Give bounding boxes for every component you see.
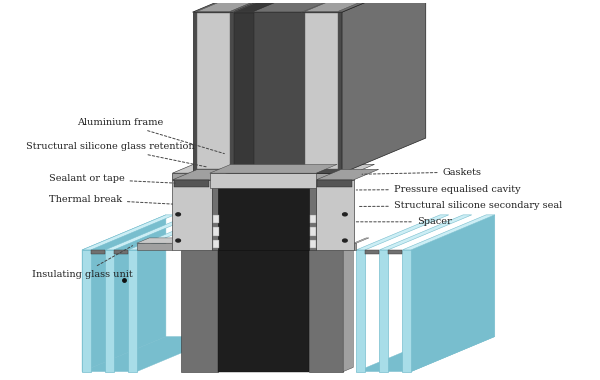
Polygon shape	[403, 250, 411, 372]
Circle shape	[176, 239, 181, 242]
Text: Pressure equalised cavity: Pressure equalised cavity	[356, 185, 520, 194]
Polygon shape	[91, 250, 105, 254]
Polygon shape	[379, 250, 388, 372]
Text: Sealant or tape: Sealant or tape	[49, 174, 175, 183]
Polygon shape	[309, 180, 316, 250]
Text: Spacer: Spacer	[356, 217, 452, 226]
Polygon shape	[309, 250, 343, 372]
Polygon shape	[82, 215, 175, 250]
Circle shape	[343, 239, 347, 242]
Polygon shape	[365, 250, 379, 254]
Polygon shape	[82, 215, 166, 372]
Polygon shape	[305, 0, 418, 11]
Polygon shape	[353, 243, 356, 250]
Polygon shape	[234, 13, 254, 169]
Text: Aluminium frame: Aluminium frame	[77, 118, 224, 154]
Polygon shape	[212, 180, 218, 250]
Polygon shape	[212, 215, 218, 223]
Polygon shape	[316, 180, 353, 250]
Polygon shape	[403, 215, 495, 250]
Polygon shape	[310, 215, 316, 223]
Text: Thermal break: Thermal break	[49, 195, 173, 204]
Text: Insulating glass unit: Insulating glass unit	[32, 245, 133, 279]
Polygon shape	[181, 250, 218, 372]
Polygon shape	[197, 0, 310, 11]
Polygon shape	[128, 215, 220, 250]
Polygon shape	[197, 13, 230, 169]
Polygon shape	[82, 337, 220, 372]
Polygon shape	[218, 246, 229, 372]
Polygon shape	[218, 250, 309, 372]
Polygon shape	[137, 238, 185, 243]
Text: Structural silicone glass retention: Structural silicone glass retention	[26, 142, 207, 167]
Polygon shape	[212, 228, 218, 236]
Polygon shape	[234, 0, 333, 11]
Circle shape	[176, 213, 181, 216]
Polygon shape	[356, 250, 365, 372]
Polygon shape	[82, 250, 91, 372]
Polygon shape	[193, 0, 426, 12]
Polygon shape	[114, 250, 128, 254]
Polygon shape	[388, 250, 403, 254]
Polygon shape	[342, 0, 426, 173]
Polygon shape	[310, 228, 316, 236]
Polygon shape	[128, 250, 137, 372]
Polygon shape	[310, 240, 316, 248]
Polygon shape	[193, 12, 342, 173]
Polygon shape	[105, 250, 114, 372]
Circle shape	[343, 213, 347, 216]
Polygon shape	[316, 169, 379, 180]
Polygon shape	[379, 215, 472, 250]
Polygon shape	[172, 169, 236, 180]
Polygon shape	[174, 180, 209, 187]
Polygon shape	[305, 13, 338, 169]
Polygon shape	[172, 180, 212, 250]
Polygon shape	[353, 238, 369, 243]
Polygon shape	[210, 173, 316, 188]
Polygon shape	[218, 180, 309, 250]
Polygon shape	[212, 240, 218, 248]
Polygon shape	[105, 215, 197, 250]
Text: Gaskets: Gaskets	[362, 168, 482, 177]
Polygon shape	[137, 243, 172, 250]
Text: Structural silicone secondary seal: Structural silicone secondary seal	[359, 201, 562, 210]
Polygon shape	[172, 173, 353, 180]
Polygon shape	[343, 246, 353, 372]
Polygon shape	[172, 165, 374, 173]
Polygon shape	[411, 215, 495, 372]
Polygon shape	[356, 215, 449, 250]
Polygon shape	[210, 165, 337, 173]
Polygon shape	[356, 337, 495, 372]
Polygon shape	[317, 180, 352, 187]
